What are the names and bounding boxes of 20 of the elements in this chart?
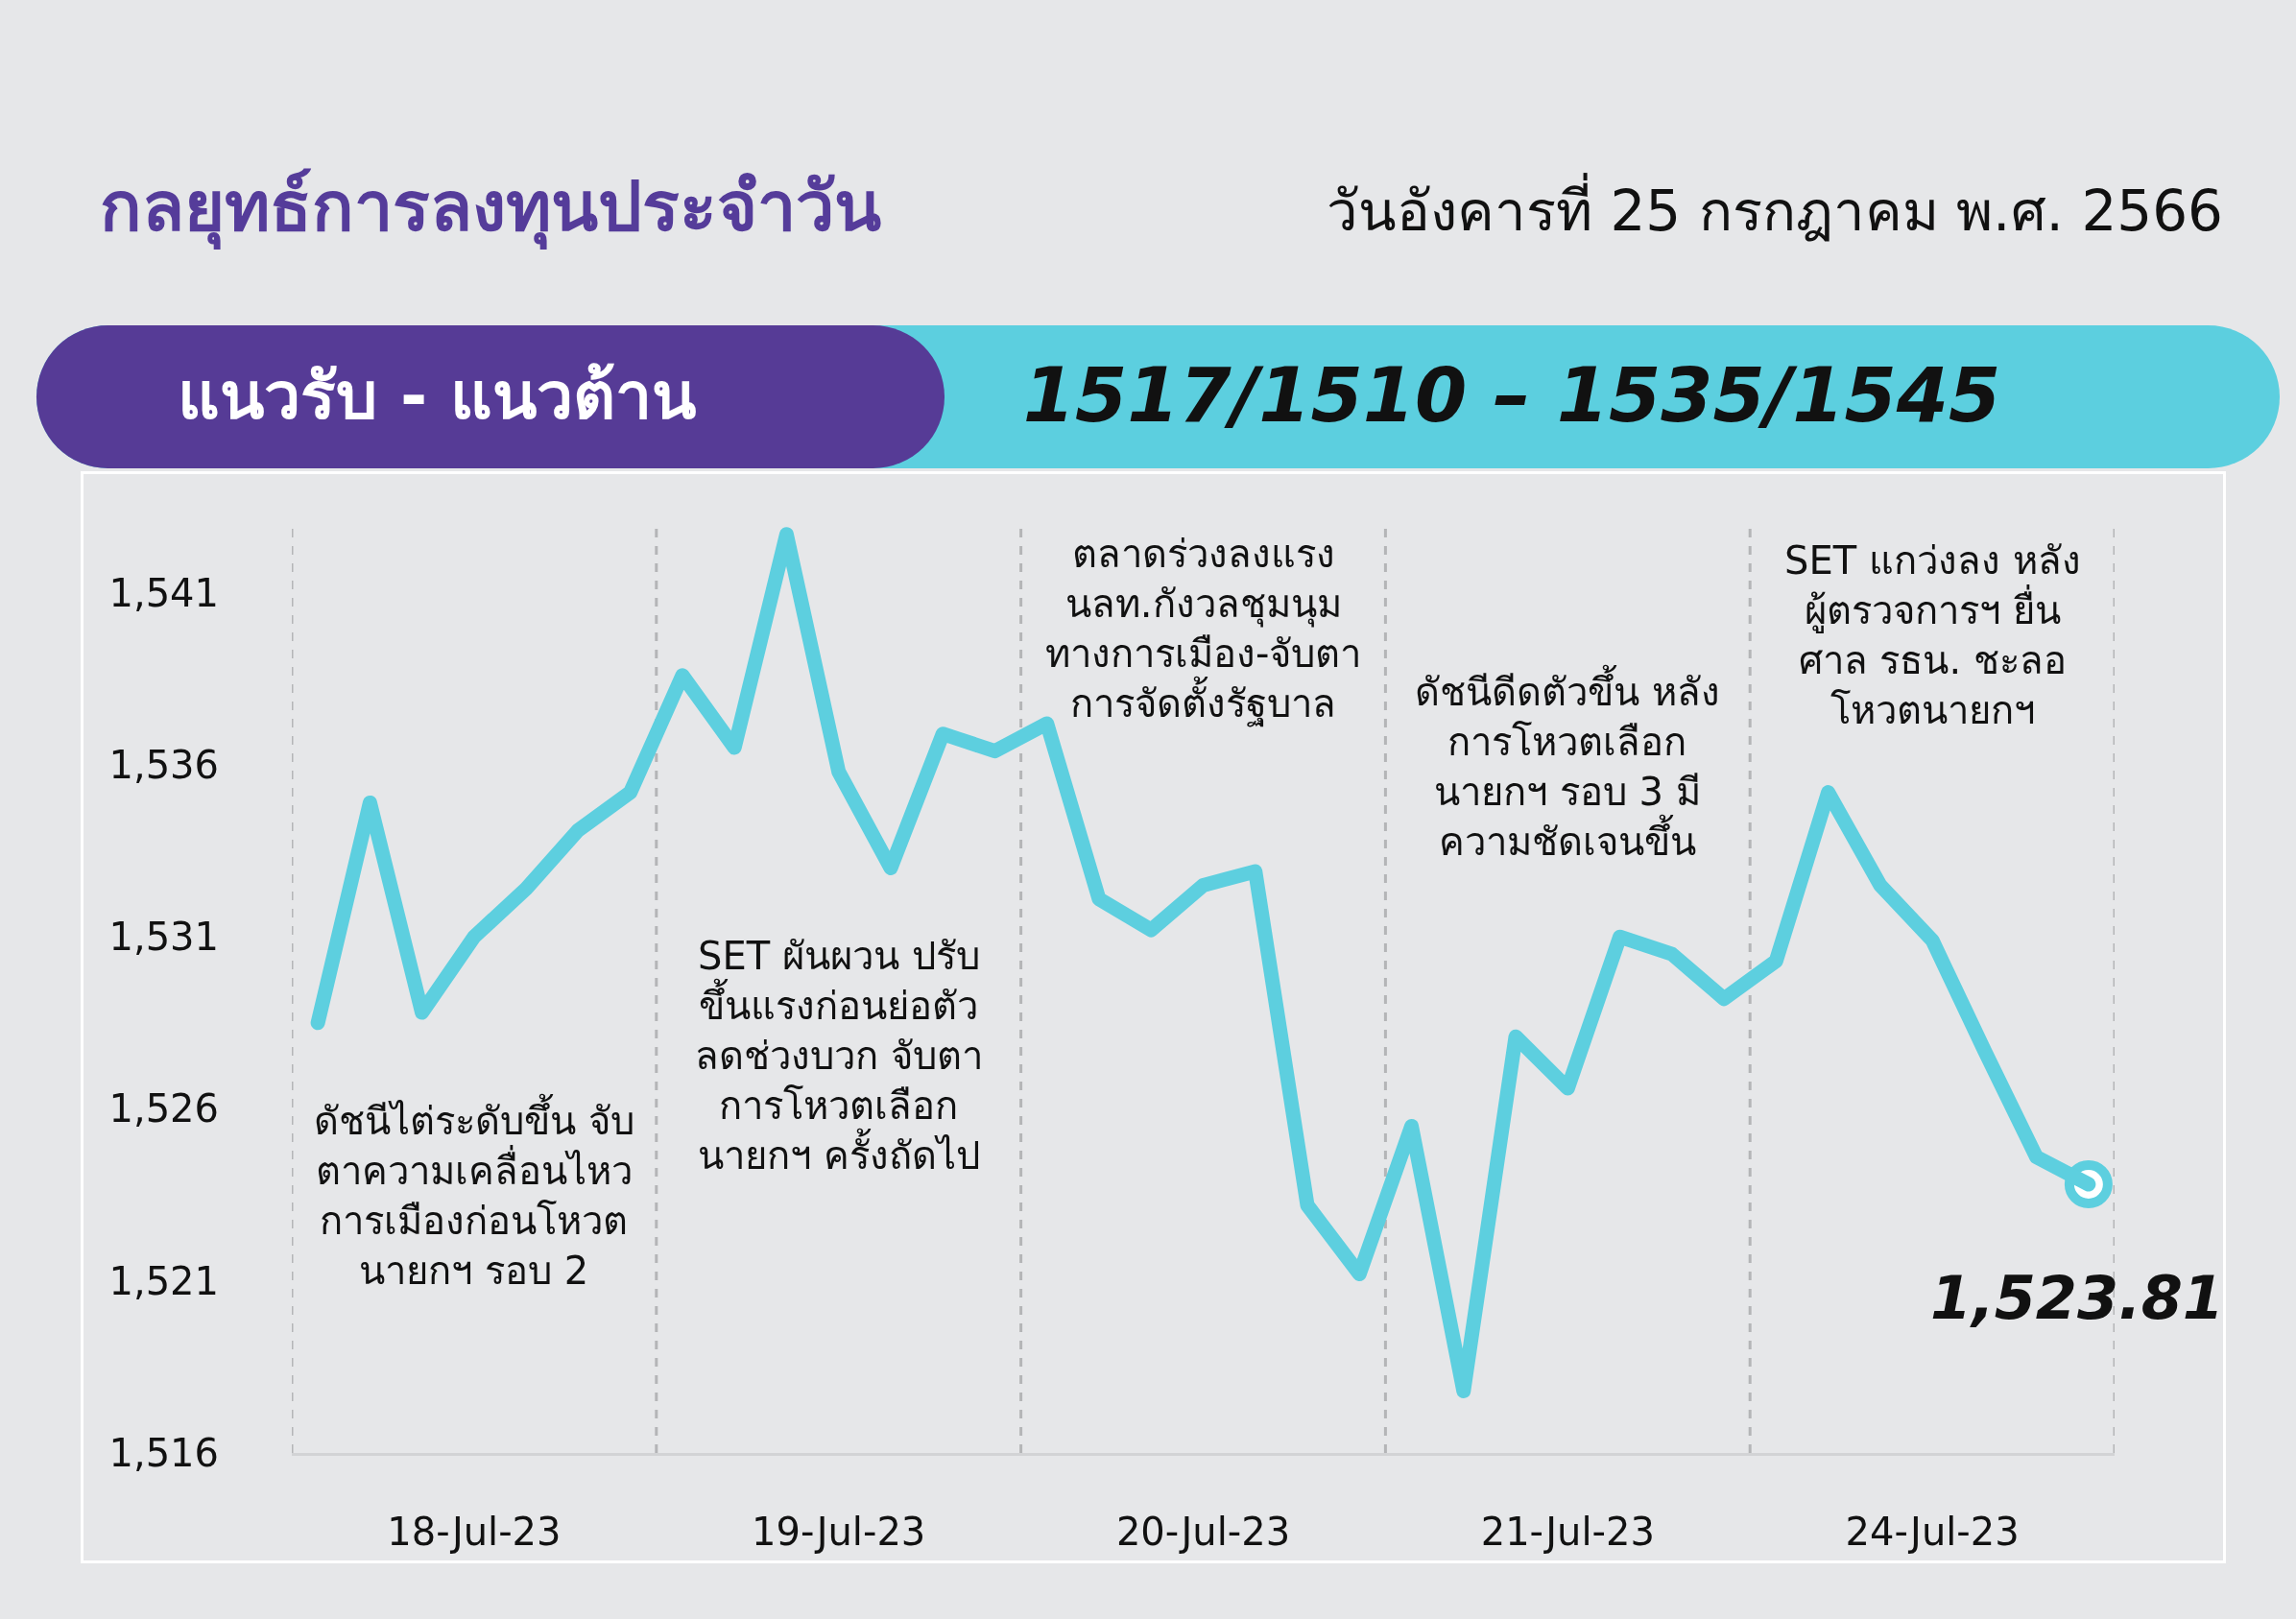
chart-title: กลยุทธ์การลงทุนประจำวัน bbox=[100, 165, 881, 249]
y-tick-label: 1,531 bbox=[108, 915, 219, 960]
x-tick-label: 24-Jul-23 bbox=[1845, 1510, 2020, 1554]
x-tick-label: 19-Jul-23 bbox=[752, 1510, 926, 1554]
x-tick-label: 21-Jul-23 bbox=[1480, 1510, 1655, 1554]
text: แนวรับ - แนวต้าน bbox=[178, 357, 696, 436]
annotation: ดัชนีดีดตัวขึ้น หลัง การโหวตเลือก นายกฯ รอบ 3 มี ความชัดเจนขึ้น bbox=[1415, 664, 1720, 864]
annotation: SET แกว่งลง หลัง ผู้ตรวจการฯ ยื่น ศาล รธน. ชะลอ โหวตนายกฯ bbox=[1784, 538, 2081, 732]
y-tick-label: 1,521 bbox=[108, 1258, 219, 1303]
y-tick-label: 1,536 bbox=[108, 742, 219, 787]
text: 1517/1510 – 1535/1545 bbox=[1022, 351, 2001, 441]
y-tick-label: 1,541 bbox=[108, 570, 219, 615]
y-tick-label: 1,526 bbox=[108, 1086, 219, 1131]
data-label: 1,523.81 bbox=[1930, 1263, 2224, 1333]
annotation: ดัชนีไต่ระดับขึ้น จับ ตาความเคลื่อนไหว การเมืองก่อนโหวต นายกฯ รอบ 2 bbox=[314, 1093, 634, 1293]
annotation: ตลาดร่วงลงแรง นลท.กังวลชุมนุม ทางการเมือง-จับตา การจัดตั้งรัฐบาล bbox=[1045, 532, 1362, 727]
annotation: SET ผันผวน ปรับ ขึ้นแรงก่อนย่อตัว ลดช่วงบวก จับตา การโหวตเลือก นายกฯ ครั้งถัดไป bbox=[695, 934, 983, 1178]
x-tick-label: 20-Jul-23 bbox=[1115, 1510, 1291, 1554]
x-tick-label: 18-Jul-23 bbox=[387, 1510, 562, 1554]
y-tick-label: 1,516 bbox=[108, 1431, 219, 1475]
